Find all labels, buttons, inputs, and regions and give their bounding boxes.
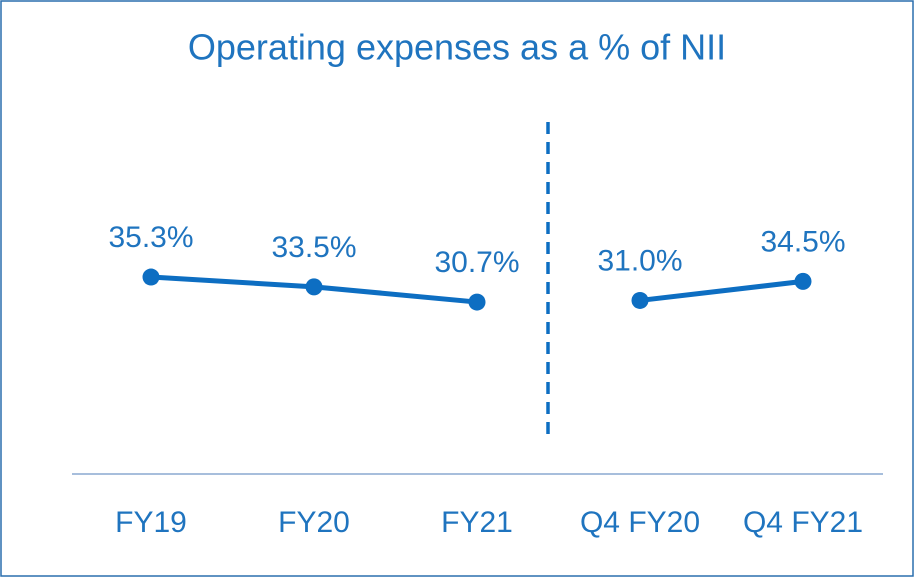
- chart-title: Operating expenses as a % of NII: [188, 27, 726, 68]
- marker: [468, 293, 486, 311]
- marker: [794, 272, 812, 290]
- x-tick-label: FY20: [278, 506, 350, 539]
- x-tick-label: Q4 FY21: [743, 506, 863, 539]
- x-tick-label: Q4 FY20: [580, 506, 700, 539]
- value-label: 31.0%: [597, 244, 682, 277]
- x-tick-label: FY21: [441, 506, 513, 539]
- marker: [142, 268, 160, 286]
- x-tick-label: FY19: [115, 506, 187, 539]
- marker: [305, 278, 323, 296]
- value-label: 35.3%: [108, 221, 193, 254]
- value-label: 30.7%: [434, 246, 519, 279]
- value-label: 34.5%: [760, 225, 845, 258]
- marker: [631, 291, 649, 309]
- line: [639, 278, 804, 303]
- value-label: 33.5%: [271, 231, 356, 264]
